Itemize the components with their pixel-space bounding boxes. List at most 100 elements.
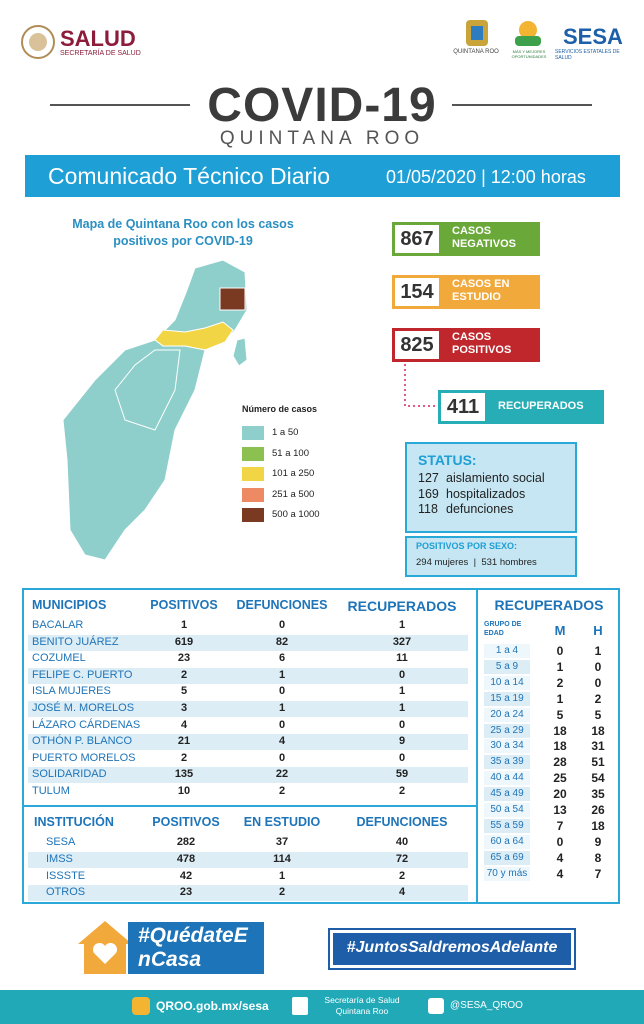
- title-rule-right: [452, 104, 592, 106]
- table-cell: 114: [273, 852, 291, 865]
- sesa-text: SESA: [563, 24, 623, 49]
- table-header: RECUPERADOS: [347, 598, 457, 614]
- men-count: 531: [481, 557, 498, 568]
- map-island: [232, 337, 248, 367]
- case-count: 154: [395, 278, 439, 306]
- age-cell-bg: [484, 787, 530, 802]
- table-cell: 28: [553, 755, 567, 770]
- table-cell: 1: [278, 702, 286, 714]
- status-count: 127: [418, 471, 439, 485]
- row-label: BACALAR: [32, 619, 84, 631]
- table-cell: 0: [556, 644, 564, 658]
- row-label: ISSSTE: [46, 869, 86, 882]
- table-cell: 18: [553, 739, 567, 754]
- table-cell: 2: [398, 869, 406, 882]
- secretaria-text: Secretaría de Salud Quintana Roo: [324, 995, 400, 1016]
- table-header: M: [554, 623, 566, 638]
- row-label: 70 y más: [486, 867, 528, 879]
- table-cell: 22: [275, 768, 289, 781]
- table-cell: 25: [553, 771, 567, 786]
- case-count: 867: [395, 225, 439, 253]
- row-label: 55 a 59: [490, 819, 524, 831]
- row-label: PUERTO MORELOS: [32, 751, 136, 764]
- table-cell: 1: [594, 644, 602, 658]
- map-region: [219, 287, 246, 311]
- qroo-logo-text: QUINTANA ROO: [453, 49, 499, 55]
- case-label: CASOS NEGATIVOS: [452, 225, 516, 250]
- table-header: DEFUNCIONES: [236, 598, 328, 612]
- table-cell: 42: [179, 869, 193, 882]
- table-cell: 1: [556, 691, 564, 706]
- table-cell: 18: [553, 723, 567, 738]
- table-header: GRUPO DE EDAD: [484, 621, 522, 637]
- row-label: COZUMEL: [32, 652, 86, 665]
- map: [62, 259, 248, 561]
- table-cell: 37: [275, 836, 289, 848]
- table-cell: 135: [174, 768, 194, 781]
- table-cell: 4: [398, 886, 406, 899]
- sesa-sub: SERVICIOS ESTATALES DE SALUD: [555, 49, 620, 61]
- title-rule-left: [50, 104, 190, 106]
- table-cell: 13: [553, 803, 567, 817]
- row-label: JOSÉ M. MORELOS: [32, 702, 135, 714]
- row-label: 35 a 39: [490, 756, 524, 768]
- tables-panel: [22, 588, 620, 904]
- table-cell: 0: [278, 718, 286, 731]
- oportunidades-emblem: [515, 21, 541, 46]
- age-cell-bg: [484, 659, 530, 674]
- title: COVID-19: [207, 79, 437, 132]
- table-cell: 1: [556, 659, 564, 674]
- table-cell: 21: [177, 735, 191, 748]
- row-label: 10 a 14: [490, 676, 524, 688]
- table-cell: 0: [278, 685, 286, 698]
- sex-box: [405, 536, 577, 577]
- secretaria-icon: [292, 997, 308, 1015]
- table-cell: 59: [395, 768, 409, 781]
- status-label: aislamiento social: [446, 471, 545, 485]
- age-cell-bg: [484, 739, 530, 754]
- table-cell: 6: [278, 652, 286, 665]
- table-cell: 72: [395, 852, 409, 865]
- table-cell: 8: [594, 850, 602, 865]
- sex-line: 294 mujeres | 531 hombres: [416, 557, 537, 568]
- table-cell: 1: [398, 702, 406, 714]
- subtitle: QUINTANA ROO: [219, 128, 425, 149]
- table-cell: 7: [594, 866, 602, 881]
- table-cell: 619: [174, 635, 194, 648]
- banner: [25, 155, 620, 197]
- salud-text: SALUD: [60, 26, 136, 51]
- row-label: 20 a 24: [490, 708, 524, 720]
- case-count: 825: [395, 331, 439, 359]
- juntos-text: #JuntosSaldremosAdelante: [346, 939, 558, 956]
- table-cell: 7: [556, 818, 564, 833]
- table-cell: 327: [392, 635, 412, 648]
- table-cell: 2: [594, 691, 602, 706]
- web-icon: [132, 997, 150, 1015]
- legend-label: 51 a 100: [272, 447, 309, 459]
- legend-label: 101 a 250: [272, 468, 315, 479]
- table-row-bg: [28, 851, 468, 868]
- row-label: 40 a 44: [490, 772, 524, 784]
- row-label: ISLA MUJERES: [32, 685, 111, 698]
- table-cell: 26: [591, 803, 605, 817]
- legend-swatch: [242, 487, 264, 502]
- table-cell: 5: [556, 707, 564, 722]
- table-row-bg: [28, 734, 468, 751]
- table-cell: 31: [591, 739, 605, 754]
- table-cell: 0: [278, 751, 286, 764]
- table-cell: 10: [177, 785, 191, 797]
- case-label: RECUPERADOS: [498, 400, 584, 412]
- table-cell: 51: [591, 755, 605, 770]
- twitter-icon: [428, 998, 444, 1014]
- table-cell: 20: [553, 787, 567, 802]
- legend-swatch: [242, 446, 264, 461]
- table-cell: 0: [398, 751, 406, 764]
- age-cell-bg: [484, 803, 530, 817]
- table-cell: 2: [398, 785, 406, 797]
- table-cell: 4: [180, 718, 188, 731]
- table-header: MUNICIPIOS: [32, 598, 107, 612]
- twitter-text: @SESA_QROO: [450, 1000, 523, 1011]
- banner-date: 01/05/2020 | 12:00 horas: [386, 167, 586, 187]
- women-count: 294: [416, 557, 432, 568]
- web-text: QROO.gob.mx/sesa: [156, 999, 269, 1013]
